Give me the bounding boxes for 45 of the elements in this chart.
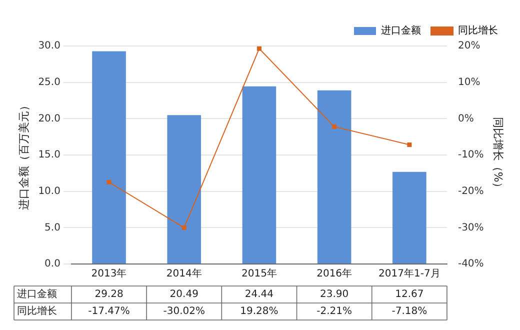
data-label: -2.21%: [316, 306, 352, 318]
data-label: 19.28%: [240, 306, 278, 318]
point: [256, 46, 262, 51]
y-tick-label: 20.0: [38, 113, 60, 124]
y2-tick-label: -30%: [458, 222, 484, 234]
data-label: -30.02%: [163, 306, 205, 318]
data-label: 20.49: [170, 289, 198, 300]
y2-tick-label: -40%: [458, 258, 484, 270]
text: 同比增长: [17, 306, 57, 318]
x-tick-label: 2015年: [241, 268, 277, 280]
y2-tick-label: 20%: [458, 40, 480, 52]
y-tick-label: 25.0: [38, 76, 60, 88]
bar: [242, 86, 276, 264]
data-label: 29.28: [94, 289, 124, 300]
point: [407, 142, 412, 148]
data-label: 24.44: [244, 289, 274, 300]
y-tick-label: 15.0: [38, 150, 60, 161]
point: [332, 124, 337, 129]
x-tick-label: 2013年: [91, 268, 127, 280]
x-tick-label: 2017年1-7月: [378, 268, 440, 280]
legend-label: 同比增长: [458, 24, 498, 37]
y-axis-title: 进口金额（百万美元）: [17, 100, 30, 210]
data-label: 23.90: [320, 289, 349, 300]
point: [106, 180, 112, 184]
y-tick-label: 5.0: [44, 222, 60, 234]
y2-axis-title: 同比增长（%）: [492, 116, 505, 194]
text: 进口金额: [17, 289, 57, 300]
legend-label: 进口金额: [381, 24, 421, 37]
data-label: -7.18%: [392, 306, 428, 318]
bar: [167, 115, 202, 264]
y2-tick-label: 10%: [458, 76, 480, 88]
y-tick-label: 0.0: [44, 258, 60, 270]
point: [182, 225, 186, 230]
y2-tick-label: 0%: [458, 113, 474, 124]
bar: [92, 51, 126, 264]
bar: [317, 90, 352, 264]
x-tick-label: 2014年: [166, 268, 202, 280]
y2-tick-label: -10%: [458, 150, 484, 161]
y-tick-label: 30.0: [38, 40, 60, 52]
bar: [392, 172, 426, 264]
y2-tick-label: -20%: [458, 186, 484, 197]
x-tick-label: 2016年: [316, 268, 352, 280]
y-tick-label: 10.0: [38, 186, 60, 197]
data-label: -17.47%: [88, 306, 130, 318]
data-label: 12.67: [395, 289, 424, 300]
